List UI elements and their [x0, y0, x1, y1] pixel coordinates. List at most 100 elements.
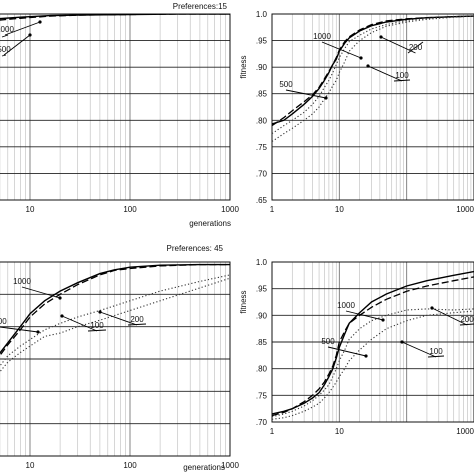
y-tick-label: 1.0	[256, 258, 268, 267]
y-axis-label: fitness	[239, 290, 248, 313]
series-line-500	[0, 263, 230, 357]
y-tick-label: .85	[256, 90, 268, 99]
panel-3-frame	[0, 261, 231, 457]
panel-4-grid	[272, 262, 474, 422]
panel-1-series	[0, 14, 230, 21]
annotation-marker	[28, 33, 32, 37]
x-tick-label: 1000	[456, 427, 474, 436]
annotation-leader	[61, 315, 98, 332]
annotation-leader	[4, 21, 41, 36]
panel-1-grid	[0, 14, 230, 200]
annotation-label: 500	[279, 80, 293, 89]
x-tick-label: 100	[123, 205, 137, 214]
annotation-marker	[38, 20, 42, 24]
annotation-label: 1000	[337, 301, 355, 310]
series-line-1000	[272, 270, 474, 415]
annotation-marker	[324, 96, 328, 100]
annotation-label: 500	[321, 337, 335, 346]
x-tick-label: 1	[270, 427, 275, 436]
series-line-100	[0, 277, 230, 373]
series-line-500	[272, 276, 474, 417]
x-tick-label: 10	[26, 205, 35, 214]
y-tick-label: 1.0	[256, 10, 268, 19]
annotation-marker	[58, 296, 62, 300]
annotation-leader	[99, 311, 138, 326]
annotation-leader	[0, 326, 39, 333]
annotation-label: 100	[395, 71, 409, 80]
y-tick-label: .95	[256, 37, 268, 46]
annotation-marker	[60, 314, 64, 318]
annotation-leader	[401, 341, 437, 358]
series-line-100	[272, 15, 474, 142]
y-tick-label: .80	[256, 365, 268, 374]
panel-4-frame	[271, 261, 474, 423]
annotation-leader	[3, 34, 31, 56]
series-line-200	[272, 15, 474, 135]
annotation-label: 1000	[13, 277, 31, 286]
annotation-leader	[321, 41, 362, 59]
annotation-underline	[427, 355, 445, 358]
panel-1: 10 100 1000 Preferences:15 generations 1000 50…	[0, 2, 239, 228]
annotation-label: 1000	[0, 25, 14, 34]
panel-2: 1.0 .95 .90 .85 .80 .75 .70 .651 10 1000 fitness 10…	[239, 10, 474, 214]
y-tick-label: .75	[256, 391, 268, 400]
panel-4-series	[272, 270, 474, 420]
annotation-underline	[1, 34, 9, 38]
y-tick-label: .70	[256, 418, 268, 427]
y-tick-label: .85	[256, 338, 268, 347]
x-tick-label: 10	[335, 205, 344, 214]
annotation-marker	[359, 56, 363, 60]
annotation-leader	[431, 307, 468, 326]
chart-title: Preferences:15	[173, 2, 228, 11]
series-line-100	[272, 310, 474, 420]
annotation-label: 500	[0, 45, 11, 54]
x-tick-label: 100	[123, 461, 137, 470]
x-tick-label: 10	[26, 461, 35, 470]
series-line-1000	[0, 14, 230, 20]
series-line-1000	[0, 263, 230, 355]
annotation-leader	[285, 89, 327, 99]
panel-2-series	[272, 15, 474, 142]
annotation-marker	[36, 330, 40, 334]
y-tick-label: .90	[256, 311, 268, 320]
y-tick-label: .75	[256, 143, 268, 152]
chart-title: Preferences: 45	[167, 244, 224, 253]
x-axis-label: generations	[183, 463, 225, 472]
annotation-marker	[379, 35, 383, 39]
x-tick-label: 10	[335, 427, 344, 436]
x-tick-label: 1000	[221, 461, 239, 470]
x-axis-label: generations	[189, 219, 231, 228]
y-tick-label: .65	[256, 196, 268, 205]
series-line-500	[0, 14, 230, 21]
series-line-200	[0, 274, 230, 367]
x-tick-label: 1	[270, 205, 275, 214]
panel-3-series	[0, 263, 230, 373]
annotation-marker	[364, 354, 368, 358]
panel-4: 1.0 .95 .90 .85 .80 .75 .701 10 1000 fitness 1000 5…	[239, 258, 474, 436]
series-line-1000	[272, 15, 474, 125]
y-tick-label: .90	[256, 63, 268, 72]
annotation-label: 100	[429, 347, 443, 356]
annotation-leader	[345, 310, 384, 321]
annotation-leader	[380, 36, 416, 54]
annotation-marker	[381, 318, 385, 322]
x-tick-label: 1000	[456, 205, 474, 214]
annotation-leader	[367, 65, 403, 82]
annotation-marker	[98, 310, 102, 314]
panel-3-grid	[0, 262, 230, 456]
panel-1-frame	[0, 13, 231, 201]
y-tick-label: .80	[256, 116, 268, 125]
annotation-underline	[127, 323, 147, 326]
annotation-underline	[393, 79, 411, 82]
annotation-marker	[366, 64, 370, 68]
annotation-leader	[21, 286, 61, 299]
annotation-label: 200	[460, 315, 474, 324]
annotation-underline	[87, 329, 107, 332]
panel-2-frame	[271, 13, 474, 201]
annotation-label: 1000	[313, 32, 331, 41]
annotation-label: 200	[130, 315, 144, 324]
annotation-label: 100	[90, 321, 104, 330]
series-line-200	[272, 308, 474, 418]
